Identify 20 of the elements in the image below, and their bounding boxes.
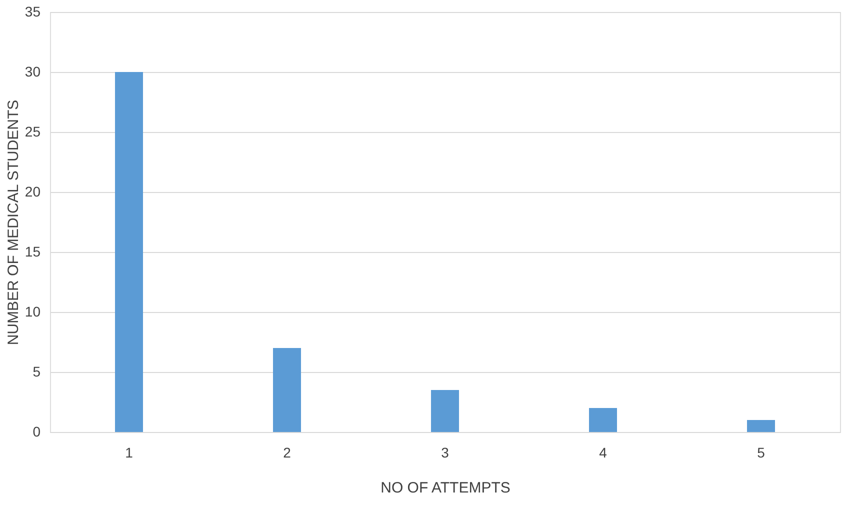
y-tick-label: 25 — [24, 124, 41, 140]
bar — [273, 348, 301, 432]
x-tick-label: 5 — [757, 444, 766, 460]
x-tick-label: 1 — [125, 444, 134, 460]
y-axis-title: NUMBER OF MEDICAL STUDENTS — [4, 100, 22, 346]
y-tick-label: 30 — [24, 64, 41, 80]
y-tick-label: 20 — [24, 184, 41, 200]
y-tick-label: 15 — [24, 244, 41, 260]
x-tick-label: 4 — [599, 444, 608, 460]
x-tick-label: 2 — [283, 444, 292, 460]
y-tick-label: 0 — [32, 424, 41, 440]
bar — [747, 420, 775, 432]
x-tick-label: 3 — [441, 444, 450, 460]
x-axis-title: NO OF ATTEMPTS — [380, 480, 510, 496]
bar — [115, 72, 143, 432]
y-tick-label: 35 — [24, 4, 41, 20]
bar — [589, 408, 617, 432]
bar — [431, 390, 459, 432]
y-tick-label: 10 — [24, 304, 41, 320]
y-tick-label: 5 — [32, 364, 41, 380]
